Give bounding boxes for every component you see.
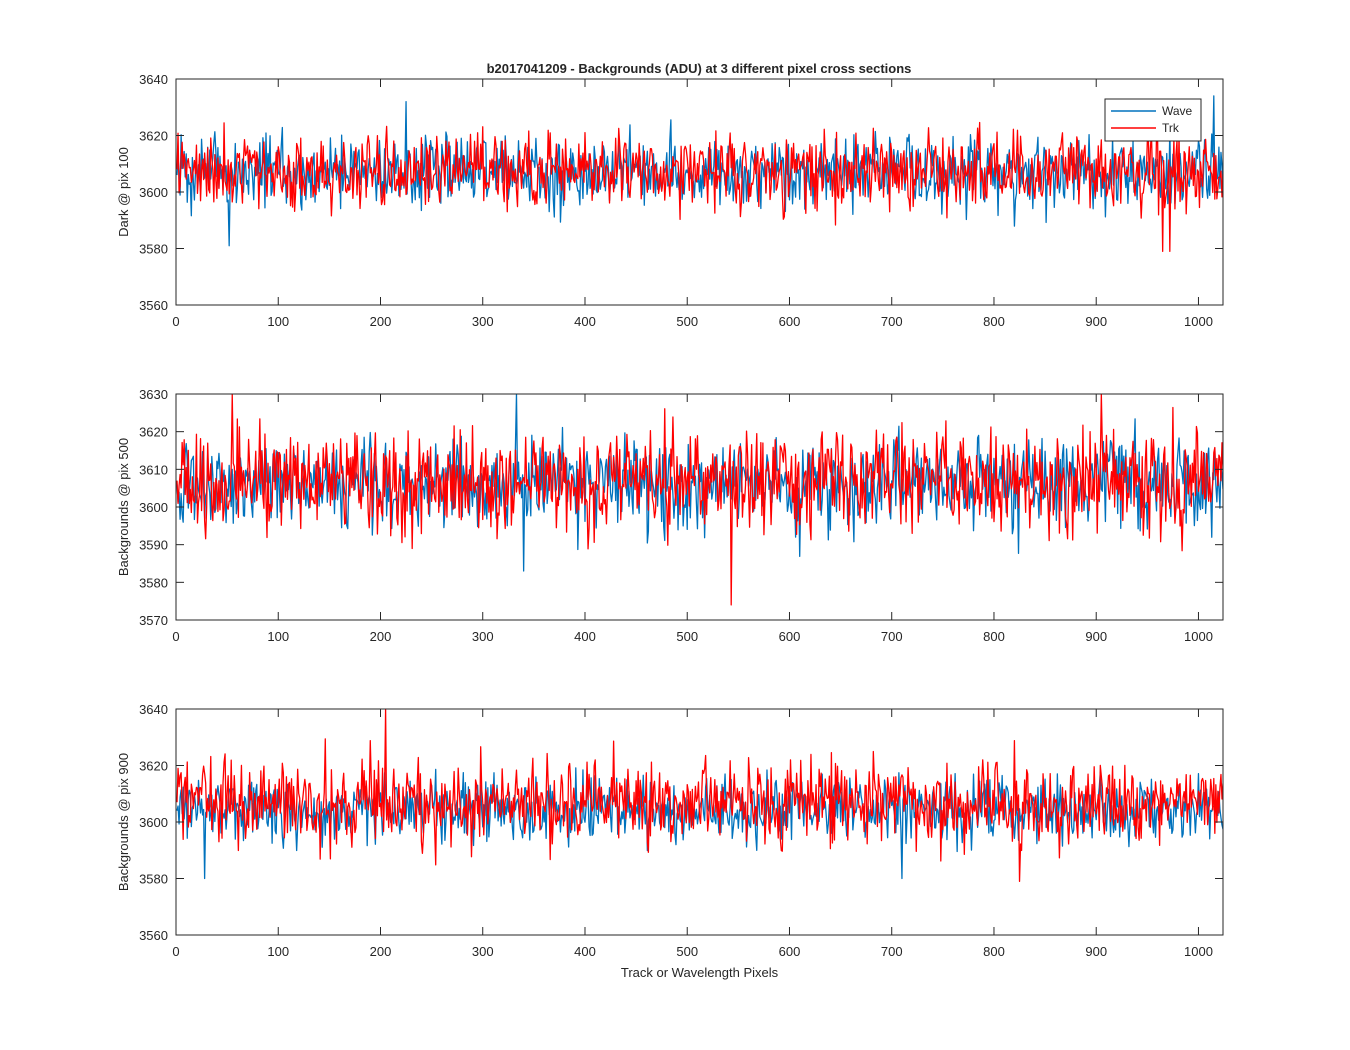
x-tick-label: 0 (172, 944, 179, 959)
series-trk-line (176, 121, 1223, 252)
legend-box (1104, 98, 1202, 142)
y-axis-label: Backgrounds @ pix 900 (116, 753, 131, 891)
x-tick-label: 100 (267, 944, 289, 959)
x-tick-label: 900 (1085, 944, 1107, 959)
x-tick-label: 0 (172, 629, 179, 644)
series-trk-line (176, 394, 1223, 606)
y-tick-label: 3570 (139, 613, 168, 628)
x-tick-label: 800 (983, 944, 1005, 959)
y-tick-label: 3610 (139, 462, 168, 477)
plot-area (175, 708, 1224, 936)
y-tick-label: 3560 (139, 298, 168, 313)
x-tick-label: 200 (370, 944, 392, 959)
y-tick-label: 3600 (139, 500, 168, 515)
x-tick-label: 700 (881, 944, 903, 959)
y-tick-label: 3600 (139, 815, 168, 830)
x-tick-label: 700 (881, 629, 903, 644)
x-tick-label: 500 (676, 944, 698, 959)
panel-1: 0 100 200 300 400 500 600 700 800 900 1000 3560 3580… (116, 72, 1224, 329)
y-axis-label: Backgrounds @ pix 500 (116, 438, 131, 576)
x-tick-label: 300 (472, 944, 494, 959)
panels: 0 100 200 300 400 500 600 700 800 900 100035603580… (116, 72, 1224, 980)
panel-3: 0 100 200 300 400 500 600 700 800 900 1000 3560 3580… (116, 702, 1224, 980)
x-tick-label: 1000 (1184, 629, 1213, 644)
x-tick-label: 200 (370, 629, 392, 644)
chart-title: b2017041209 - Backgrounds (ADU) at 3 dif… (487, 61, 912, 76)
legend: Wave Trk (1104, 98, 1202, 142)
x-tick-label: 400 (574, 314, 596, 329)
x-tick-label: 200 (370, 314, 392, 329)
y-tick-label: 3590 (139, 538, 168, 553)
x-tick-label: 600 (779, 944, 801, 959)
legend-label-wave: Wave (1162, 104, 1193, 118)
x-tick-label: 500 (676, 314, 698, 329)
y-tick-label: 3620 (139, 129, 168, 144)
x-tick-label: 300 (472, 314, 494, 329)
x-tick-label: 0 (172, 314, 179, 329)
y-tick-label: 3580 (139, 872, 168, 887)
y-tick-label: 3640 (139, 72, 168, 87)
x-tick-label: 600 (779, 629, 801, 644)
x-tick-label: 1000 (1184, 944, 1213, 959)
panel-2: 0 100 200 300 400 500 600 700 800 900 1000 3570 3580… (116, 387, 1224, 644)
y-tick-label: 3560 (139, 928, 168, 943)
legend-label-trk: Trk (1162, 121, 1180, 135)
series-trk-line (176, 709, 1223, 882)
x-tick-label: 900 (1085, 629, 1107, 644)
y-tick-label: 3580 (139, 242, 168, 257)
y-tick-label: 3630 (139, 387, 168, 402)
x-tick-label: 600 (779, 314, 801, 329)
x-tick-label: 800 (983, 314, 1005, 329)
x-axis-label: Track or Wavelength Pixels (621, 965, 779, 980)
x-tick-label: 700 (881, 314, 903, 329)
x-tick-label: 400 (574, 944, 596, 959)
y-tick-label: 3640 (139, 702, 168, 717)
y-tick-label: 3580 (139, 575, 168, 590)
x-tick-label: 300 (472, 629, 494, 644)
x-tick-label: 1000 (1184, 314, 1213, 329)
x-tick-label: 100 (267, 629, 289, 644)
x-tick-label: 100 (267, 314, 289, 329)
x-tick-label: 800 (983, 629, 1005, 644)
x-tick-label: 500 (676, 629, 698, 644)
y-tick-label: 3620 (139, 425, 168, 440)
x-tick-label: 900 (1085, 314, 1107, 329)
y-axis-label: Dark @ pix 100 (116, 147, 131, 237)
y-tick-label: 3600 (139, 185, 168, 200)
x-tick-label: 400 (574, 629, 596, 644)
y-tick-label: 3620 (139, 759, 168, 774)
